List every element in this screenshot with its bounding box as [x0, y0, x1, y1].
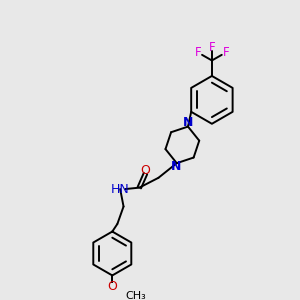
Text: N: N — [183, 116, 194, 129]
Text: O: O — [107, 280, 117, 292]
Text: HN: HN — [111, 183, 130, 196]
Text: F: F — [223, 46, 229, 59]
Text: F: F — [208, 41, 215, 54]
Text: CH₃: CH₃ — [125, 291, 146, 300]
Text: N: N — [170, 160, 181, 173]
Text: F: F — [194, 46, 201, 59]
Text: O: O — [141, 164, 150, 177]
